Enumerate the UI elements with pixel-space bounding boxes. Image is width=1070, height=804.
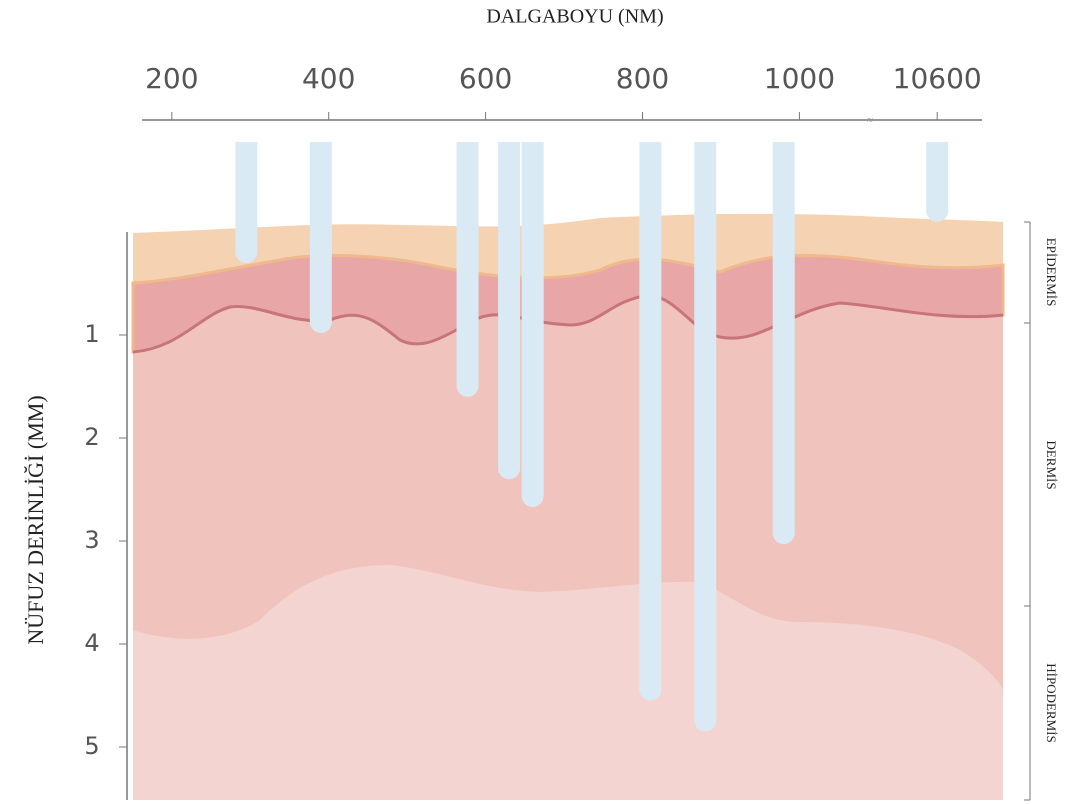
y-tick-label: 1 (84, 320, 99, 348)
y-tick-label: 4 (84, 629, 99, 657)
x-tick-label: 600 (459, 62, 512, 95)
penetration-bar (310, 131, 332, 333)
penetration-bar (926, 131, 948, 222)
layer-label: EPİDERMİS (1044, 238, 1059, 307)
penetration-bar (498, 131, 520, 479)
y-axis-label: NÜFUZ DERİNLİĞİ (MM) (23, 395, 48, 644)
x-tick-label: 400 (302, 62, 355, 95)
chart-title: DALGABOYU (NM) (486, 6, 663, 28)
penetration-bar (457, 131, 479, 397)
y-tick-label: 3 (84, 526, 99, 554)
x-tick-label: 800 (616, 62, 669, 95)
penetration-bar (694, 131, 716, 732)
bar-top-mask (142, 124, 982, 142)
y-tick-label: 5 (84, 732, 99, 760)
penetration-bar (522, 131, 544, 507)
penetration-bar (235, 131, 257, 263)
layer-label: DERMİS (1044, 440, 1059, 489)
penetration-bar (639, 131, 661, 701)
y-tick-label: 2 (84, 423, 99, 451)
penetration-bar (773, 131, 795, 544)
page: ≈ DALGABOYU (NM) NÜFUZ DERİNLİĞİ (MM) EP… (0, 0, 1070, 804)
chart: ≈ DALGABOYU (NM) NÜFUZ DERİNLİĞİ (MM) EP… (0, 0, 1070, 804)
x-tick-label: 10600 (893, 62, 982, 95)
layer-label: HİPODERMİS (1044, 663, 1059, 742)
x-tick-label: 200 (145, 62, 198, 95)
x-tick-label: 1000 (764, 62, 835, 95)
